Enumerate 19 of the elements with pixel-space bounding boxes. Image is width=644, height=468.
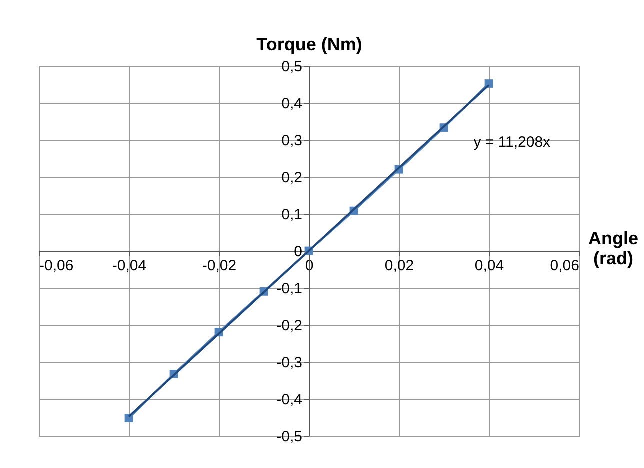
y-tick-label: -0,4 (276, 392, 302, 408)
x-tick-label: -0,02 (202, 258, 237, 274)
y-tick-label: -0,1 (276, 280, 302, 298)
y-tick-label: 0,4 (282, 96, 302, 112)
x-tick-label: -0,06 (40, 258, 74, 274)
y-axis-title: Torque (Nm) (256, 34, 362, 54)
y-tick-label: 0,2 (282, 170, 302, 186)
y-tick-label: -0,3 (276, 354, 302, 372)
y-tick-label: 0,1 (282, 206, 302, 224)
y-tick-label: 0,3 (282, 132, 302, 150)
annotation: y = 11,208x (474, 134, 552, 151)
y-tick-label: -0,5 (276, 428, 302, 446)
x-tick-label: 0,04 (474, 258, 504, 274)
x-axis-title: Angle (rad) (588, 228, 639, 268)
x-tick-label: 0,06 (550, 258, 580, 274)
y-tick-label: -0,2 (276, 318, 302, 334)
x-tick-label: -0,04 (112, 258, 147, 274)
y-tick-label: 0,5 (282, 58, 302, 76)
x-tick-label: 0,02 (384, 258, 414, 274)
